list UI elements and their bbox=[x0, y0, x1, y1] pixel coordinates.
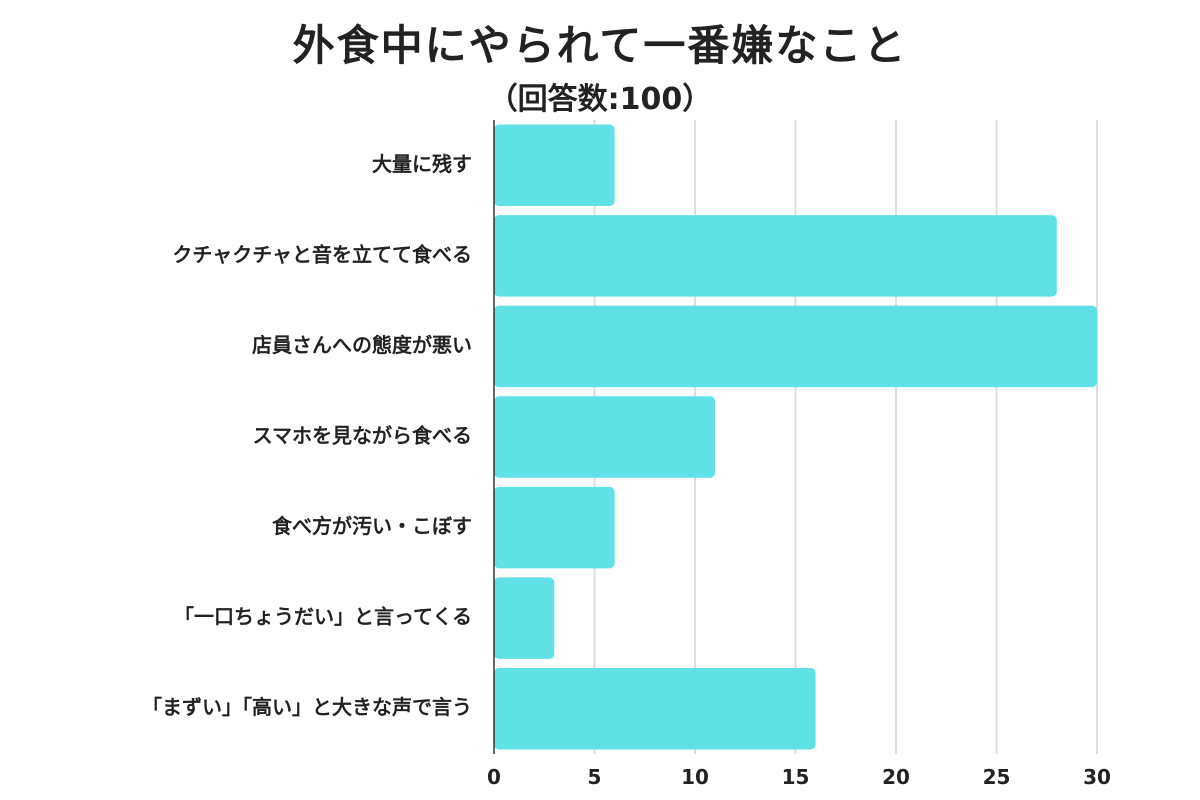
bar bbox=[494, 124, 615, 207]
category-label: 店員さんへの態度が悪い bbox=[252, 333, 472, 357]
bar bbox=[494, 215, 1057, 297]
x-tick-label: 30 bbox=[1083, 765, 1111, 789]
x-tick-label: 15 bbox=[782, 765, 810, 789]
category-label: 「まずい」「高い」と大きな声で言う bbox=[142, 695, 472, 719]
x-tick-label: 0 bbox=[487, 765, 501, 789]
chart-title: 外食中にやられて一番嫌なこと bbox=[292, 21, 908, 70]
chart-subtitle: （回答数:100） bbox=[487, 82, 713, 117]
x-tick-label: 25 bbox=[983, 765, 1011, 789]
x-tick-label: 20 bbox=[882, 765, 910, 789]
category-label: 食べ方が汚い・こぼす bbox=[272, 514, 472, 538]
category-label: 「一口ちょうだい」と言ってくる bbox=[174, 605, 472, 629]
x-tick-label: 10 bbox=[681, 765, 709, 789]
bar bbox=[494, 667, 816, 750]
bar bbox=[494, 577, 555, 659]
category-label: 大量に残す bbox=[372, 152, 472, 176]
bar bbox=[494, 486, 615, 569]
category-label: スマホを見ながら食べる bbox=[253, 424, 472, 448]
x-tick-label: 5 bbox=[588, 765, 602, 789]
category-label: クチャクチャと音を立てて食べる bbox=[172, 242, 472, 266]
bar bbox=[494, 305, 1097, 388]
bar bbox=[494, 396, 716, 478]
